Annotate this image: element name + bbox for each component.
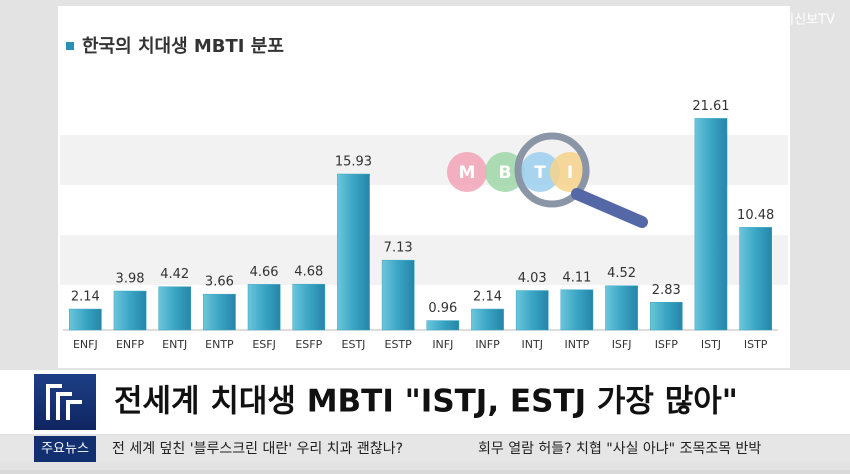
stripes bbox=[60, 135, 788, 285]
value-label: 4.42 bbox=[160, 267, 189, 282]
value-label: 7.13 bbox=[384, 241, 413, 256]
section-label: 주요뉴스 bbox=[41, 442, 89, 457]
graphic-letter: T bbox=[534, 163, 546, 183]
x-tick-label: ISTJ bbox=[701, 338, 721, 351]
value-label: 21.61 bbox=[692, 99, 729, 114]
bar bbox=[471, 308, 504, 331]
ticker-bar bbox=[0, 436, 850, 462]
value-label: 15.93 bbox=[335, 155, 372, 170]
value-label: 4.11 bbox=[562, 270, 591, 285]
x-tick-label: ESTP bbox=[385, 338, 413, 351]
bar bbox=[605, 285, 638, 331]
value-label: 3.66 bbox=[205, 275, 234, 290]
x-tick-label: ISFP bbox=[655, 338, 679, 351]
ticker-item: 전 세계 덮친 '블루스크린 대란' 우리 치과 괜찮나? bbox=[112, 441, 403, 457]
value-label: 10.48 bbox=[737, 208, 774, 223]
bar bbox=[337, 173, 370, 331]
value-label: 2.83 bbox=[652, 283, 681, 298]
x-tick-label: INTP bbox=[564, 338, 589, 351]
bar bbox=[426, 320, 460, 331]
x-tick-label: ENFJ bbox=[73, 338, 98, 351]
logo-icon bbox=[46, 384, 82, 420]
ticker-item: 회무 열람 허들? 치협 "사실 아냐" 조목조목 반박 bbox=[478, 441, 761, 457]
graphic-letter: M bbox=[459, 163, 476, 183]
graphic-letter: I bbox=[567, 163, 573, 183]
x-tick-label: ENTJ bbox=[162, 338, 187, 351]
x-tick-label: ISTP bbox=[744, 338, 768, 351]
bar bbox=[69, 308, 102, 331]
value-label: 4.66 bbox=[250, 265, 279, 280]
value-label: 4.03 bbox=[518, 271, 547, 286]
value-label: 4.68 bbox=[294, 265, 323, 280]
x-tick-label: ESTJ bbox=[342, 338, 366, 351]
headline: 전세계 치대생 MBTI "ISTJ, ESTJ 가장 많아" bbox=[114, 384, 738, 420]
value-label: 2.14 bbox=[71, 290, 100, 305]
x-tick-label: ISFJ bbox=[612, 338, 632, 351]
watermark: 치의신보TV bbox=[770, 13, 835, 28]
bar bbox=[203, 293, 236, 331]
title-marker bbox=[66, 42, 74, 50]
bar bbox=[381, 259, 415, 331]
bar bbox=[247, 284, 281, 331]
graphic-letter: B bbox=[499, 163, 512, 183]
x-tick-label: INFJ bbox=[432, 338, 453, 351]
x-tick-label: INTJ bbox=[522, 338, 543, 351]
chart-title: 한국의 치대생 MBTI 분포 bbox=[82, 36, 284, 57]
bar bbox=[113, 290, 147, 331]
x-tick-label: ESFJ bbox=[252, 338, 276, 351]
bar bbox=[560, 289, 594, 331]
logo bbox=[34, 374, 96, 430]
x-tick-label: ENTP bbox=[205, 338, 234, 351]
value-label: 3.98 bbox=[116, 272, 145, 287]
x-tick-label: ESFP bbox=[295, 338, 322, 351]
headline-band bbox=[0, 370, 850, 434]
x-tick-label: ENFP bbox=[116, 338, 145, 351]
section-box bbox=[34, 436, 96, 462]
bar bbox=[694, 118, 728, 331]
bar bbox=[515, 290, 549, 331]
bar bbox=[739, 227, 772, 331]
value-label: 0.96 bbox=[428, 301, 457, 316]
value-label: 2.14 bbox=[473, 290, 502, 305]
bar bbox=[158, 286, 192, 331]
bar bbox=[649, 302, 683, 331]
bar bbox=[292, 283, 326, 331]
x-tick-label: INFP bbox=[475, 338, 500, 351]
value-label: 4.52 bbox=[607, 266, 636, 281]
